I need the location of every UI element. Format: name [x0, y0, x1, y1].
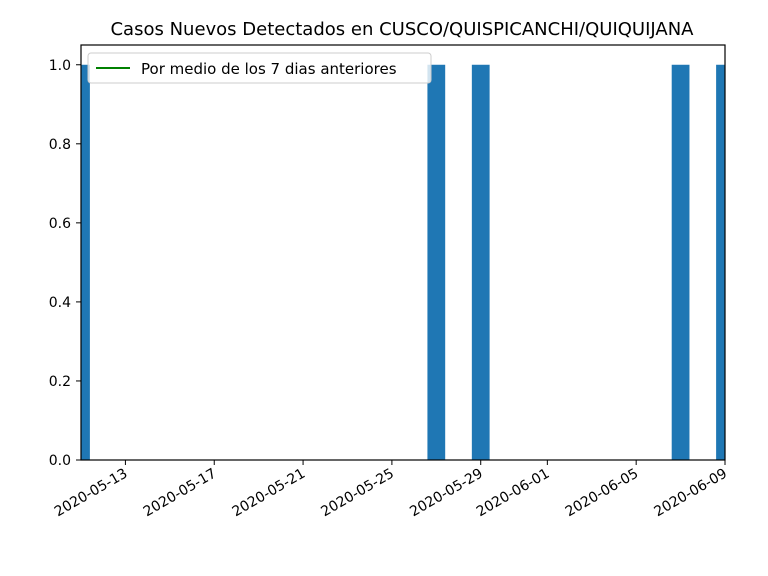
chart-title: Casos Nuevos Detectados en CUSCO/QUISPIC… — [110, 19, 694, 40]
bar — [716, 64, 725, 460]
y-tick-label: 0.6 — [49, 216, 71, 232]
bar — [471, 64, 490, 460]
y-tick-label: 0.2 — [49, 374, 71, 390]
bars-group — [81, 64, 725, 460]
y-tick-label: 1.0 — [49, 58, 71, 74]
plot-frame — [80, 44, 726, 461]
bar — [671, 64, 690, 460]
y-tick-label: 0.4 — [49, 295, 71, 311]
legend: Por medio de los 7 dias anteriores — [87, 52, 432, 84]
bar — [427, 64, 446, 460]
y-tick-label: 0.0 — [49, 453, 71, 469]
y-tick-label: 0.8 — [49, 137, 71, 153]
legend-box — [87, 52, 432, 84]
bar — [81, 64, 90, 460]
legend-label: Por medio de los 7 dias anteriores — [141, 60, 397, 78]
